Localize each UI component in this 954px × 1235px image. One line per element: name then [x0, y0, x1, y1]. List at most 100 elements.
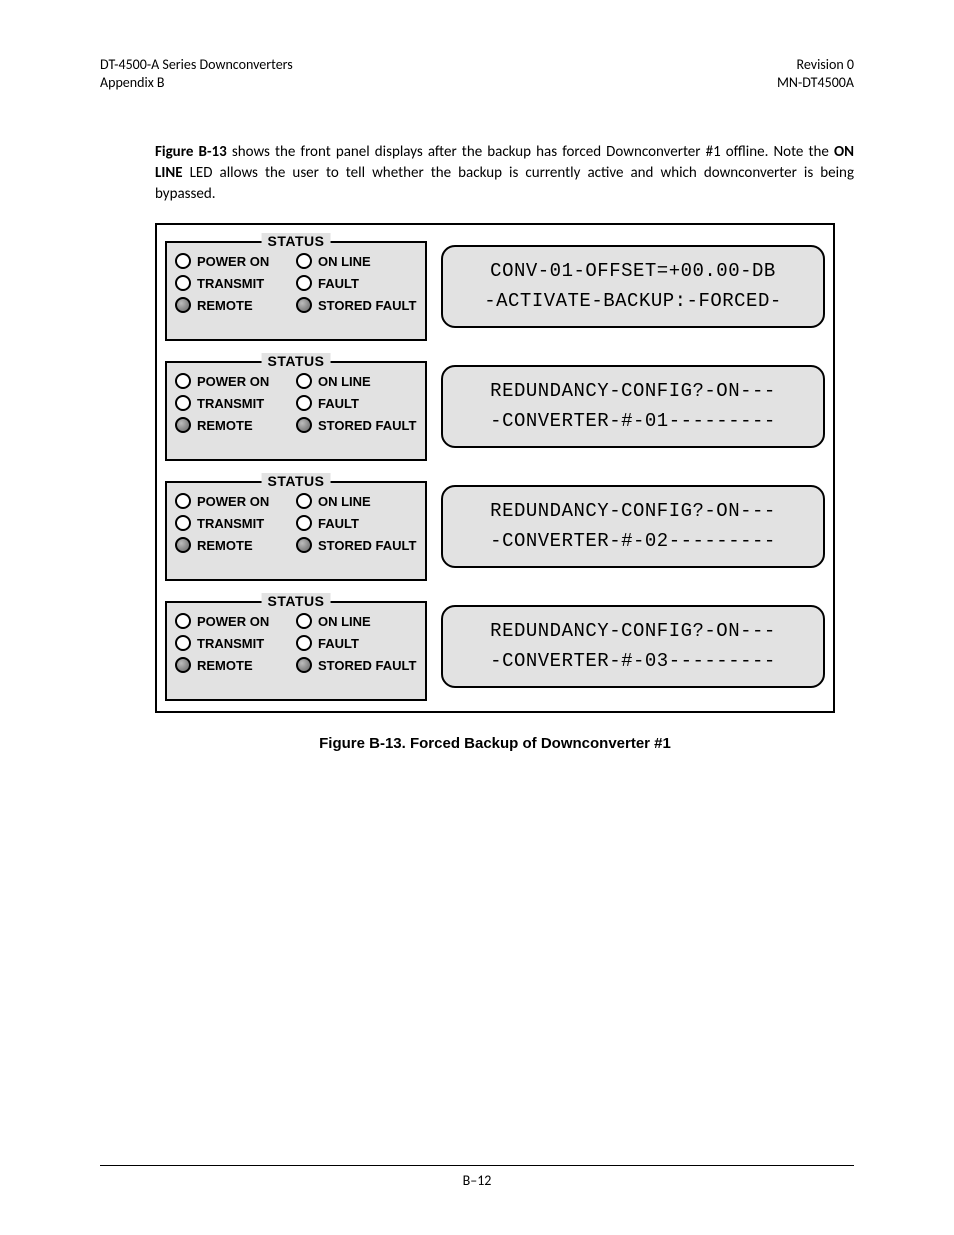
header-appendix: Appendix B [100, 74, 293, 92]
header-left: DT-4500-A Series Downconverters Appendix… [100, 56, 293, 92]
lcd-line1: REDUNDANCY-CONFIG?-ON--- [455, 617, 811, 646]
lcd-line2: -ACTIVATE-BACKUP:-FORCED- [455, 287, 811, 316]
figure-ref: Figure B-13 [155, 143, 227, 161]
led-icon [175, 657, 191, 673]
header-revision: Revision 0 [777, 56, 854, 74]
figure-caption: Figure B-13. Forced Backup of Downconver… [155, 735, 835, 752]
led-label: ON LINE [318, 254, 371, 269]
led-icon [296, 515, 312, 531]
lcd-display-3: REDUNDANCY-CONFIG?-ON--- -CONVERTER-#-02… [441, 485, 825, 568]
led-grid: POWER ON ON LINE TRANSMIT FAULT REMOTE S… [175, 253, 417, 313]
led-stored-fault: STORED FAULT [296, 297, 417, 313]
led-icon [296, 275, 312, 291]
led-on-line: ON LINE [296, 373, 417, 389]
led-transmit: TRANSMIT [175, 515, 296, 531]
lcd-line1: CONV-01-OFFSET=+00.00-DB [455, 257, 811, 286]
status-title: STATUS [262, 353, 331, 369]
led-icon [175, 613, 191, 629]
led-icon [175, 515, 191, 531]
led-transmit: TRANSMIT [175, 635, 296, 651]
led-label: ON LINE [318, 494, 371, 509]
led-icon [296, 635, 312, 651]
led-power-on: POWER ON [175, 493, 296, 509]
led-icon [296, 373, 312, 389]
header-docnum: MN-DT4500A [777, 74, 854, 92]
lcd-line2: -CONVERTER-#-03--------- [455, 647, 811, 676]
led-icon [175, 537, 191, 553]
led-grid: POWER ON ON LINE TRANSMIT FAULT REMOTE S… [175, 373, 417, 433]
panel-row-3: STATUS POWER ON ON LINE TRANSMIT FAULT R… [165, 475, 825, 581]
led-label: FAULT [318, 636, 359, 651]
lcd-line2: -CONVERTER-#-02--------- [455, 527, 811, 556]
led-icon [175, 253, 191, 269]
panel-row-2: STATUS POWER ON ON LINE TRANSMIT FAULT R… [165, 355, 825, 461]
led-label: REMOTE [197, 418, 253, 433]
lcd-display-4: REDUNDANCY-CONFIG?-ON--- -CONVERTER-#-03… [441, 605, 825, 688]
led-transmit: TRANSMIT [175, 275, 296, 291]
led-stored-fault: STORED FAULT [296, 657, 417, 673]
led-label: ON LINE [318, 374, 371, 389]
led-icon [296, 657, 312, 673]
led-power-on: POWER ON [175, 373, 296, 389]
led-fault: FAULT [296, 515, 417, 531]
led-label: FAULT [318, 396, 359, 411]
led-fault: FAULT [296, 395, 417, 411]
led-label: POWER ON [197, 254, 269, 269]
para-seg2: LED allows the user to tell whether the … [155, 164, 854, 203]
page: DT-4500-A Series Downconverters Appendix… [0, 0, 954, 752]
led-icon [296, 253, 312, 269]
led-label: STORED FAULT [318, 418, 416, 433]
led-icon [296, 417, 312, 433]
page-header: DT-4500-A Series Downconverters Appendix… [100, 56, 854, 92]
status-panel-3: STATUS POWER ON ON LINE TRANSMIT FAULT R… [165, 481, 427, 581]
led-stored-fault: STORED FAULT [296, 417, 417, 433]
led-stored-fault: STORED FAULT [296, 537, 417, 553]
lcd-display-1: CONV-01-OFFSET=+00.00-DB -ACTIVATE-BACKU… [441, 245, 825, 328]
led-grid: POWER ON ON LINE TRANSMIT FAULT REMOTE S… [175, 493, 417, 553]
para-seg1: shows the front panel displays after the… [227, 143, 834, 161]
led-remote: REMOTE [175, 417, 296, 433]
led-label: REMOTE [197, 298, 253, 313]
led-transmit: TRANSMIT [175, 395, 296, 411]
led-on-line: ON LINE [296, 253, 417, 269]
status-panel-1: STATUS POWER ON ON LINE TRANSMIT FAULT R… [165, 241, 427, 341]
led-label: REMOTE [197, 658, 253, 673]
led-label: TRANSMIT [197, 396, 264, 411]
led-icon [175, 635, 191, 651]
status-title: STATUS [262, 473, 331, 489]
led-on-line: ON LINE [296, 493, 417, 509]
led-icon [175, 373, 191, 389]
led-icon [296, 493, 312, 509]
led-label: FAULT [318, 516, 359, 531]
led-icon [175, 297, 191, 313]
page-footer: B–12 [100, 1165, 854, 1189]
led-grid: POWER ON ON LINE TRANSMIT FAULT REMOTE S… [175, 613, 417, 673]
led-label: STORED FAULT [318, 538, 416, 553]
header-right: Revision 0 MN-DT4500A [777, 56, 854, 92]
intro-paragraph: Figure B-13 shows the front panel displa… [155, 142, 854, 205]
page-number: B–12 [463, 1172, 492, 1189]
led-label: TRANSMIT [197, 636, 264, 651]
led-label: REMOTE [197, 538, 253, 553]
led-icon [175, 493, 191, 509]
status-title: STATUS [262, 233, 331, 249]
led-label: STORED FAULT [318, 658, 416, 673]
led-label: POWER ON [197, 494, 269, 509]
led-label: POWER ON [197, 374, 269, 389]
led-label: STORED FAULT [318, 298, 416, 313]
led-power-on: POWER ON [175, 253, 296, 269]
lcd-line2: -CONVERTER-#-01--------- [455, 407, 811, 436]
led-power-on: POWER ON [175, 613, 296, 629]
led-label: TRANSMIT [197, 516, 264, 531]
lcd-display-2: REDUNDANCY-CONFIG?-ON--- -CONVERTER-#-01… [441, 365, 825, 448]
led-icon [296, 537, 312, 553]
led-fault: FAULT [296, 275, 417, 291]
led-icon [296, 613, 312, 629]
status-title: STATUS [262, 593, 331, 609]
status-panel-4: STATUS POWER ON ON LINE TRANSMIT FAULT R… [165, 601, 427, 701]
led-label: ON LINE [318, 614, 371, 629]
lcd-line1: REDUNDANCY-CONFIG?-ON--- [455, 377, 811, 406]
led-remote: REMOTE [175, 297, 296, 313]
led-on-line: ON LINE [296, 613, 417, 629]
led-label: TRANSMIT [197, 276, 264, 291]
